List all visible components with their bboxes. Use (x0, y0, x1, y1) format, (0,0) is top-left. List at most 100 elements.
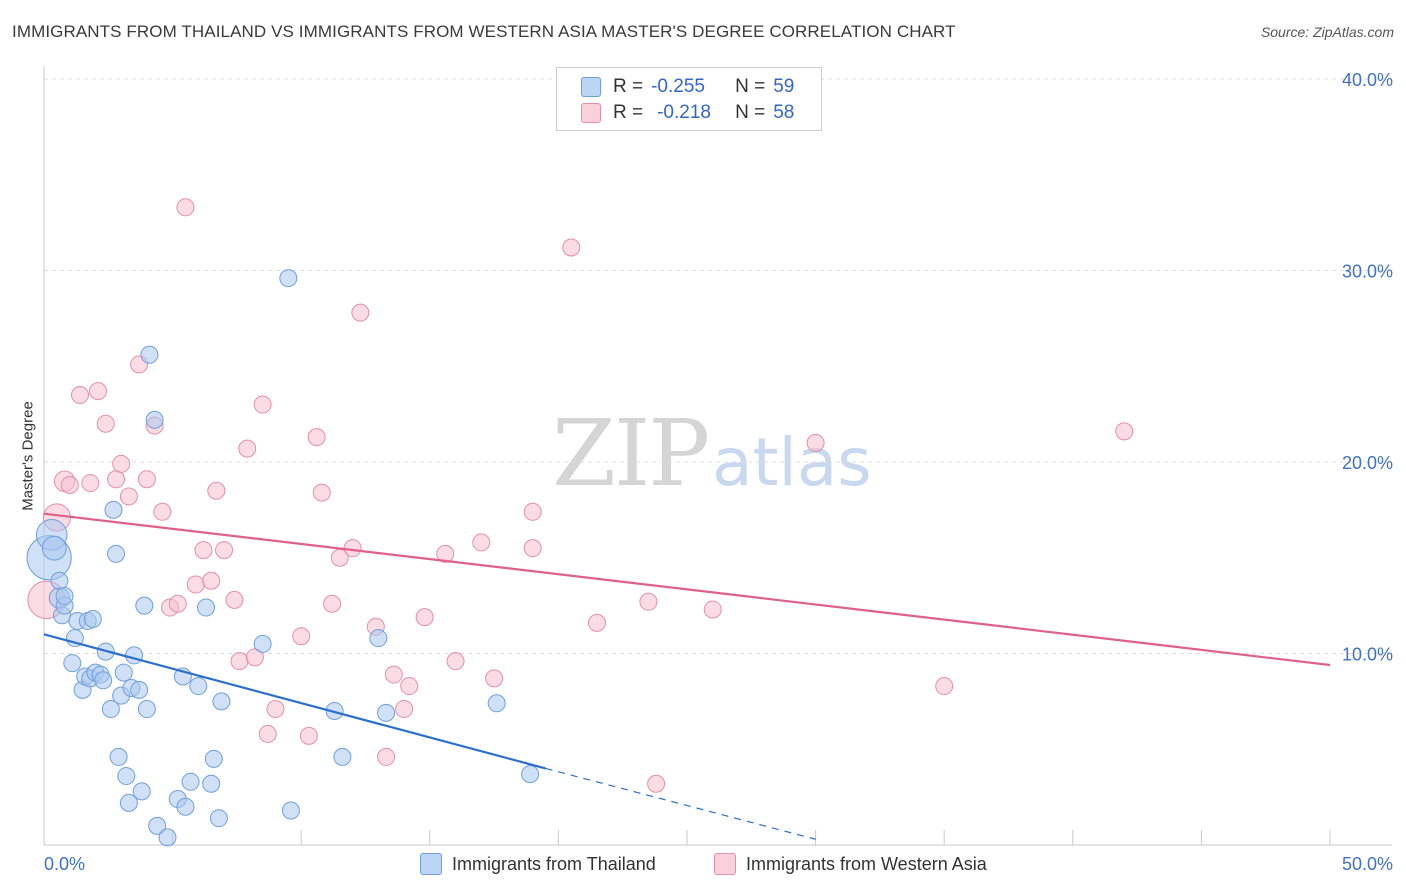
point-thailand (41, 535, 67, 561)
legend-swatch-thailand (581, 77, 601, 97)
point-thailand (125, 646, 144, 665)
point-thailand (176, 797, 195, 816)
point-western-asia (377, 747, 396, 766)
legend-n-value-western-asia: 58 (773, 102, 795, 123)
point-thailand (189, 677, 208, 696)
point-thailand (137, 700, 156, 719)
series-swatch-thailand (420, 853, 442, 875)
point-western-asia (523, 502, 542, 521)
legend-n-label: N = (735, 102, 766, 123)
point-western-asia (587, 613, 606, 632)
legend-r-label: R = (613, 76, 644, 97)
point-thailand (132, 782, 151, 801)
point-thailand (130, 680, 149, 699)
point-thailand (140, 345, 159, 364)
point-thailand (104, 500, 123, 519)
point-thailand (158, 828, 177, 847)
correlation-legend: R = -0.255 N = 59 R = -0.218 N = 58 (556, 67, 822, 131)
point-thailand (281, 801, 300, 820)
tick-labels: 10.0% 20.0% 30.0% 40.0% 0.0% 50.0% (44, 70, 1393, 874)
point-thailand (197, 598, 216, 617)
grid-lines (44, 78, 1392, 654)
legend-n-value-thailand: 59 (773, 76, 795, 97)
point-western-asia (472, 533, 491, 552)
point-western-asia (245, 648, 264, 667)
point-thailand (101, 700, 120, 719)
point-thailand (279, 269, 298, 288)
point-western-asia (307, 428, 326, 447)
point-thailand (369, 629, 388, 648)
point-thailand (94, 671, 113, 690)
point-thailand (119, 793, 138, 812)
point-western-asia (395, 700, 414, 719)
point-western-asia (343, 539, 362, 558)
point-western-asia (215, 541, 234, 560)
y-tick-label: 30.0% (1342, 262, 1393, 282)
point-thailand (50, 571, 69, 590)
point-thailand (209, 809, 228, 828)
point-western-asia (436, 544, 455, 563)
point-western-asia (96, 414, 115, 433)
point-western-asia (207, 481, 226, 500)
point-western-asia (119, 487, 138, 506)
legend-r-value-thailand: -0.255 (651, 76, 705, 97)
point-western-asia (253, 395, 272, 414)
point-western-asia (112, 454, 131, 473)
point-western-asia (168, 594, 187, 613)
trendline-thailand (43, 633, 546, 770)
legend-row-thailand: R = -0.255 N = 59 (581, 75, 794, 99)
point-western-asia (71, 385, 90, 404)
point-thailand (212, 692, 231, 711)
point-western-asia (107, 470, 126, 489)
chart-title: IMMIGRANTS FROM THAILAND VS IMMIGRANTS F… (12, 22, 956, 41)
point-thailand (83, 610, 102, 629)
legend-row-western-asia: R = -0.218 N = 58 (581, 101, 794, 125)
point-western-asia (194, 541, 213, 560)
point-western-asia (186, 575, 205, 594)
source-label: Source: ZipAtlas.com (1260, 24, 1394, 40)
point-thailand (253, 634, 272, 653)
series-western-asia-points (27, 198, 1134, 793)
trendline-thailand-extrapolated (545, 767, 816, 840)
point-western-asia (230, 652, 249, 671)
point-western-asia (1115, 422, 1134, 441)
point-western-asia (238, 439, 257, 458)
point-western-asia (202, 571, 221, 590)
y-tick-label: 10.0% (1342, 645, 1393, 665)
point-thailand (135, 596, 154, 615)
point-thailand (204, 749, 223, 768)
point-western-asia (312, 483, 331, 502)
point-western-asia (81, 474, 100, 493)
point-western-asia (703, 600, 722, 619)
point-thailand (107, 544, 126, 563)
y-tick-label: 40.0% (1342, 70, 1393, 90)
point-thailand (333, 747, 352, 766)
point-thailand (63, 654, 82, 673)
point-western-asia (935, 677, 954, 696)
legend-swatch-western-asia (581, 103, 601, 123)
series-legend-western-asia-label: Immigrants from Western Asia (746, 853, 987, 874)
legend-r-label: R = (613, 102, 644, 123)
point-western-asia (258, 724, 277, 743)
trendline-western-asia (43, 512, 1331, 667)
x-ticks (43, 830, 1331, 845)
point-western-asia (225, 590, 244, 609)
point-western-asia (299, 726, 318, 745)
x-tick-label-min: 0.0% (44, 854, 85, 874)
point-western-asia (647, 774, 666, 793)
point-western-asia (323, 594, 342, 613)
point-western-asia (351, 303, 370, 322)
point-western-asia (523, 539, 542, 558)
point-western-asia (292, 627, 311, 646)
trend-lines (43, 512, 1331, 840)
series-legend-western-asia: Immigrants from Western Asia (714, 853, 987, 875)
legend-r-value-western-asia: -0.218 (657, 102, 711, 123)
point-thailand (148, 816, 167, 835)
point-western-asia (153, 502, 172, 521)
series-legend-thailand: Immigrants from Thailand (420, 853, 656, 875)
point-thailand (487, 694, 506, 713)
point-western-asia (415, 608, 434, 627)
point-western-asia (446, 652, 465, 671)
point-thailand (202, 774, 221, 793)
point-western-asia (400, 677, 419, 696)
